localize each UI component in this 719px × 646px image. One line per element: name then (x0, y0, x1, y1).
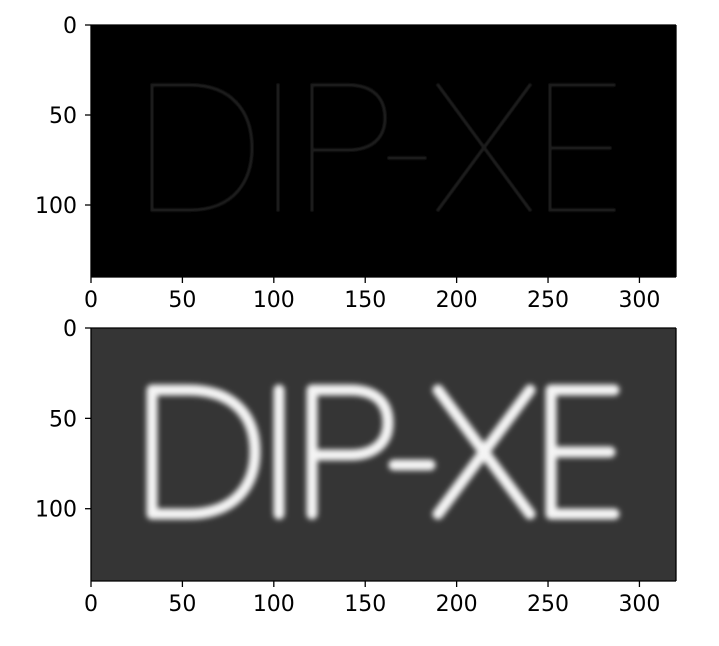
x-tick-label: 150 (344, 288, 386, 313)
glyph-x (436, 83, 532, 212)
glyph-e (545, 384, 620, 520)
glyph-group (150, 83, 616, 212)
glyph-e (548, 83, 616, 212)
glyph-p (306, 384, 394, 520)
x-tick-label: 250 (527, 592, 569, 617)
glyph-x (432, 384, 536, 520)
y-tick-label: 0 (63, 14, 77, 39)
y-tick-label: 0 (63, 317, 77, 342)
y-tick-label: 100 (35, 498, 77, 523)
x-ticks: 0 50 100 150 200 250 300 (84, 277, 660, 313)
glyph-d (150, 83, 254, 212)
x-tick-label: 100 (253, 592, 295, 617)
y-ticks: 0 50 100 (35, 317, 91, 523)
x-tick-label: 300 (618, 592, 660, 617)
y-tick-label: 100 (35, 194, 77, 219)
glyph-group (146, 384, 620, 520)
x-tick-label: 0 (84, 592, 98, 617)
x-tick-label: 200 (436, 592, 478, 617)
x-tick-label: 50 (168, 592, 196, 617)
y-ticks: 0 50 100 (35, 14, 91, 219)
glyph-d (146, 384, 261, 520)
x-tick-label: 0 (84, 288, 98, 313)
x-tick-label: 100 (253, 288, 295, 313)
x-tick-label: 150 (344, 592, 386, 617)
x-tick-label: 250 (527, 288, 569, 313)
glyph-p (310, 83, 387, 212)
subplot-1: 0 50 100 150 200 250 300 0 50 100 (35, 14, 677, 313)
x-tick-label: 50 (168, 288, 196, 313)
subplot-2: 0 50 100 150 200 250 300 0 50 100 (35, 317, 677, 617)
y-tick-label: 50 (49, 407, 77, 432)
x-ticks: 0 50 100 150 200 250 300 (84, 581, 660, 617)
image-background (91, 25, 676, 277)
y-tick-label: 50 (49, 104, 77, 129)
x-tick-label: 300 (618, 288, 660, 313)
x-tick-label: 200 (436, 288, 478, 313)
